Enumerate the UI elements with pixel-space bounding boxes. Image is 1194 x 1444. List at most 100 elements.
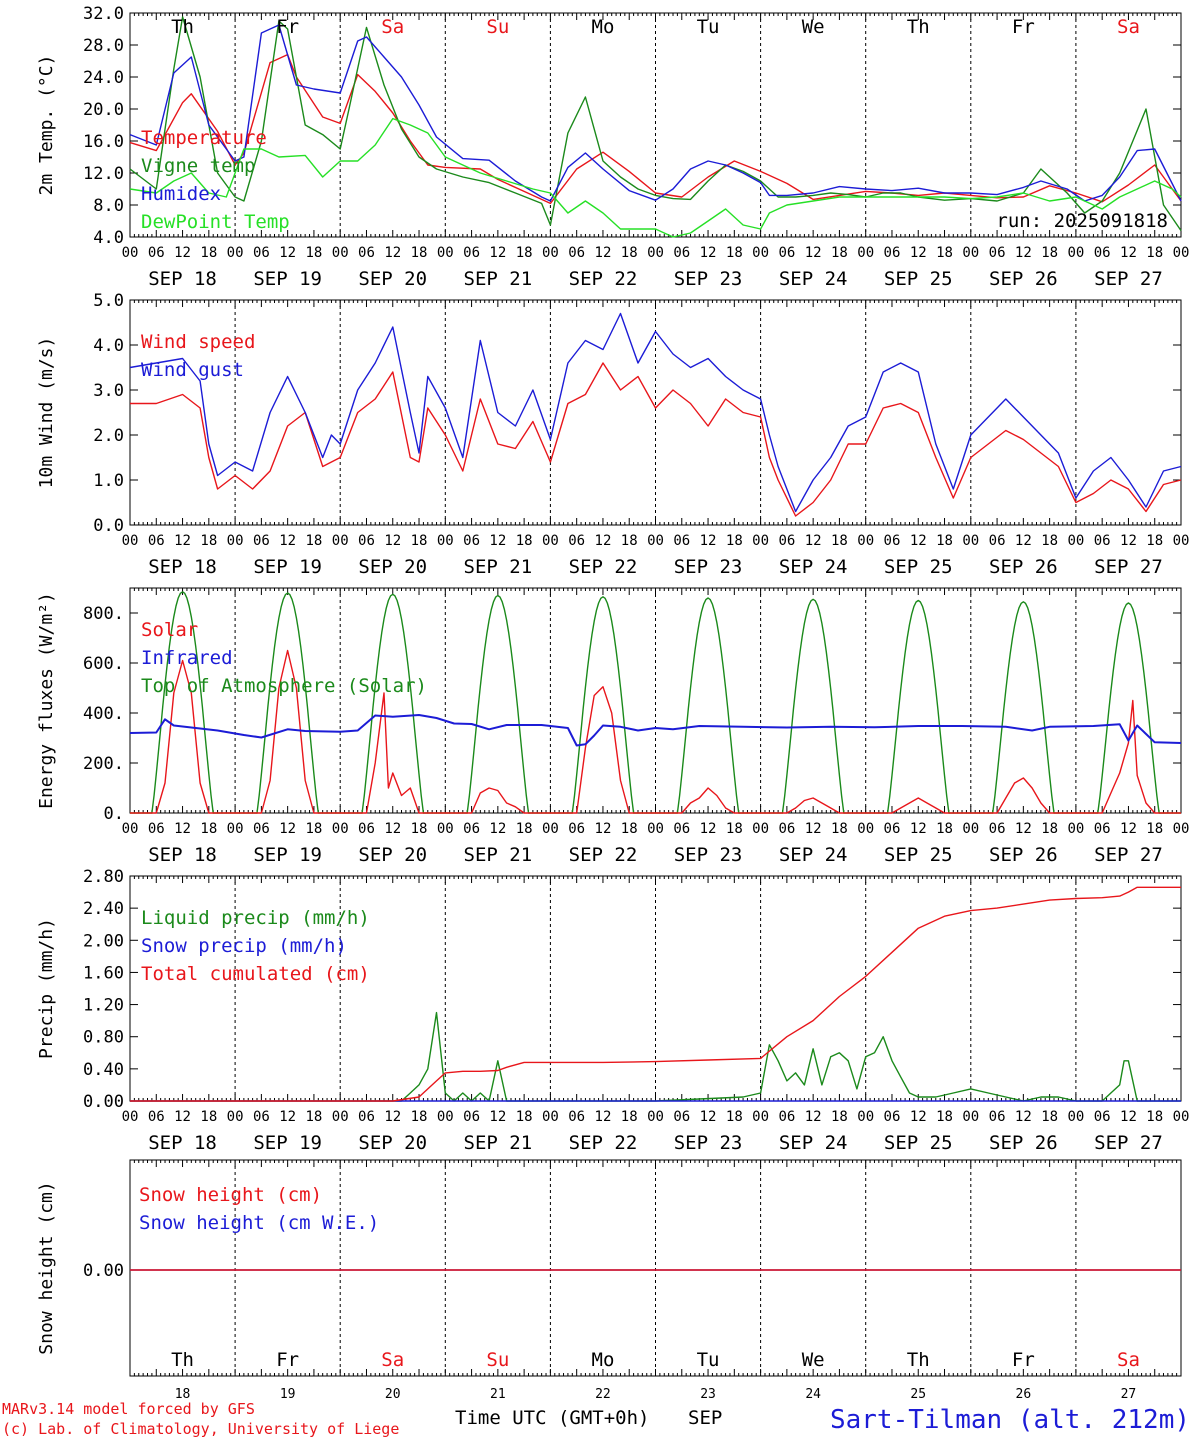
flux-legend: Solar Infrared Top of Atmosphere (Solar) [141,619,427,697]
snow-y-tick-label: 0.00 [83,1261,124,1281]
lab-credit: (c) Lab. of Climatology, University of L… [2,1420,399,1438]
day-name-bottom: Sa [1117,1349,1140,1371]
temp-y-tick-label: 4.0 [93,228,124,248]
flux-line-toa-day [655,597,761,814]
flux-line-toa-day [865,599,971,814]
wind-hour-label: 18 [516,533,533,549]
temp-hour-label: 12 [805,245,822,261]
precip-hour-label: 12 [1120,1109,1137,1125]
day-name-bottom: Fr [1012,1349,1035,1371]
flux-hour-label: 06 [778,821,795,837]
precip-hour-label: 00 [857,1109,874,1125]
precip-hour-label: 18 [516,1109,533,1125]
flux-hour-label: 12 [910,821,927,837]
precip-hour-label: 18 [936,1109,953,1125]
day-name-bottom: Tu [697,1349,720,1371]
flux-legend-infrared: Infrared [141,647,233,669]
wind-hour-label: 18 [411,533,428,549]
precip-hour-label: 12 [805,1109,822,1125]
precip-hour-label: 18 [831,1109,848,1125]
flux-hour-label: 18 [411,821,428,837]
day-name-bottom: We [802,1349,825,1371]
wind-hour-label: 12 [805,533,822,549]
temp-hour-label: 18 [411,245,428,261]
temp-series [129,16,1182,238]
day-name-bottom: Sa [381,1349,404,1371]
wind-hour-label: 06 [148,533,165,549]
temp-date-label: SEP 18 [148,268,217,290]
temp-hour-label: 12 [489,245,506,261]
precip-legend: Liquid precip (mm/h) Snow precip (mm/h) To… [141,907,370,985]
temp-y-tick-label: 16.0 [83,132,124,152]
precip-hour-label: 18 [726,1109,743,1125]
precip-hour-label: 00 [647,1109,664,1125]
flux-hour-label: 06 [884,821,901,837]
flux-date-label: SEP 18 [148,844,217,866]
temp-legend-vigne-temp: Vigne temp [141,155,255,177]
wind-hour-label: 06 [253,533,270,549]
temp-y-tick-label: 8.0 [93,196,124,216]
wind-hour-label: 06 [1094,533,1111,549]
temp-date-label: SEP 24 [779,268,848,290]
model-credit: MARv3.14 model forced by GFS [2,1400,255,1418]
precip-y-tick-label: 0.80 [83,1028,124,1048]
wind-hour-label: 18 [305,533,322,549]
flux-frame [129,587,1182,814]
temp-hour-label: 18 [936,245,953,261]
precip-date-label: SEP 27 [1094,1132,1163,1154]
flux-hour-label: 00 [332,821,349,837]
temp-hour-label: 12 [1120,245,1137,261]
flux-hour-label: 00 [437,821,454,837]
precip-hour-label: 06 [358,1109,375,1125]
flux-y-tick-label: 0. [104,804,124,824]
day-name-top: Sa [381,16,404,38]
wind-hour-label: 12 [489,533,506,549]
snow-day-names: Th 18 Fr 19 Sa 20 Su 21 Mo 22 Tu 23 We 24 Th 25 Fr 26 Sa 27 [171,1349,1140,1402]
temp-hour-label: 06 [989,245,1006,261]
temp-y-tick-label: 28.0 [83,36,124,56]
precip-legend-total-cumulated-cm: Total cumulated (cm) [141,963,370,985]
flux-hour-label: 12 [700,821,717,837]
flux-hour-label: 06 [148,821,165,837]
temp-y-axis-title: 2m Temp. (°C) [36,55,57,196]
temp-y-axis: 4.0 8.0 12.0 16.0 20.0 24.0 28.0 32.0 2m Temp. (… [36,4,1181,248]
wind-hour-label: 00 [542,533,559,549]
day-name-bottom: Fr [276,1349,299,1371]
day-name-top: Th [171,16,194,38]
temp-hour-label: 18 [305,245,322,261]
wind-y-tick-label: 2.0 [93,426,124,446]
precip-y-tick-label: 1.20 [83,996,124,1016]
precip-legend-liquid-precip-mm-h: Liquid precip (mm/h) [141,907,370,929]
temp-hour-label: 18 [621,245,638,261]
wind-hour-label: 12 [700,533,717,549]
wind-hour-label: 06 [989,533,1006,549]
precip-hour-label: 00 [1173,1109,1190,1125]
precip-hour-label: 00 [542,1109,559,1125]
wind-line-wind-gust [129,312,1182,513]
precip-y-axis: 0.00 0.40 0.80 1.20 1.60 2.00 2.40 2.80 Precip (… [36,867,1181,1112]
wind-y-tick-label: 3.0 [93,381,124,401]
wind-hour-label: 00 [122,533,139,549]
wind-hour-label: 00 [752,533,769,549]
temp-hour-label: 00 [857,245,874,261]
precip-date-label: SEP 19 [253,1132,322,1154]
precip-date-label: SEP 23 [674,1132,743,1154]
day-name-bottom: Mo [592,1349,615,1371]
precip-hour-label: 12 [384,1109,401,1125]
precip-hour-label: 18 [411,1109,428,1125]
wind-legend: Wind speed Wind gust [141,331,255,381]
day-number: 24 [805,1387,821,1402]
temp-legend-temperature: Temperature [141,127,267,149]
time-axis-title: Time UTC (GMT+0h) [455,1407,649,1429]
wind-hour-label: 06 [358,533,375,549]
day-name-top: Th [907,16,930,38]
wind-date-label: SEP 27 [1094,556,1163,578]
snow-y-axis-title: Snow height (cm) [36,1181,57,1354]
wind-hour-label: 06 [884,533,901,549]
precip-hour-label: 12 [910,1109,927,1125]
precip-hour-label: 18 [621,1109,638,1125]
flux-date-label: SEP 26 [989,844,1058,866]
temp-hour-label: 12 [1015,245,1032,261]
precip-y-tick-label: 0.40 [83,1060,124,1080]
wind-hour-label: 00 [857,533,874,549]
